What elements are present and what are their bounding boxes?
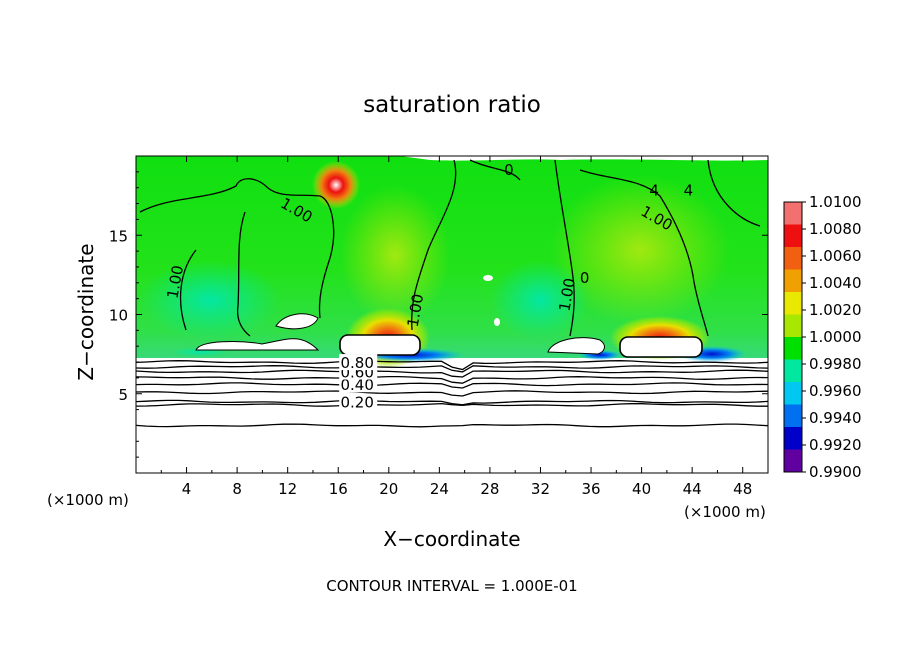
colorbar-swatch xyxy=(784,247,802,270)
ground-contour-label-bg xyxy=(339,354,378,371)
colorbar-label: 1.0040 xyxy=(809,274,862,292)
contour-lines-1.00 xyxy=(139,159,761,337)
plume-left xyxy=(140,260,280,340)
ground-contour-line xyxy=(136,390,768,397)
peak-upper-left xyxy=(312,161,360,209)
colorbar-swatch xyxy=(784,449,802,473)
x-tick-label: 20 xyxy=(379,480,398,498)
y-axis: 5 10 15 xyxy=(109,171,768,458)
plume-cyan-right xyxy=(490,260,590,340)
colorbar-swatch xyxy=(784,404,802,428)
x-tick-label: 40 xyxy=(632,480,651,498)
x-tick-label: 8 xyxy=(232,480,242,498)
subcloud-region xyxy=(136,358,768,473)
colorbar-swatch xyxy=(784,427,802,450)
ground-contour-line xyxy=(136,399,768,406)
colorbar: 1.0100 1.0080 1.0060 1.0040 1.0020 1.0000 0.99… xyxy=(783,193,862,481)
clear-pocket-2 xyxy=(619,336,703,358)
contour-label: 4 xyxy=(684,182,694,200)
ground-contour-line xyxy=(136,382,768,389)
colorbar-label: 1.0020 xyxy=(809,301,862,319)
speck-2 xyxy=(494,318,500,326)
contour-interval-footer: CONTOUR INTERVAL = 1.000E-01 xyxy=(326,577,577,595)
colorbar-label: 1.0000 xyxy=(809,328,862,346)
plume-mid xyxy=(340,185,450,325)
x-axis: 4 8 12 16 20 24 28 32 36 40 44 48 xyxy=(160,156,752,498)
contour-label: 1.00 xyxy=(555,277,579,313)
chart-title: saturation ratio xyxy=(363,92,541,118)
clear-pocket-1 xyxy=(339,334,421,356)
x-unit-left: (×1000 m) xyxy=(47,491,129,509)
ground-contour-line xyxy=(136,365,768,373)
colorbar-label: 1.0060 xyxy=(809,247,862,265)
contour-label: 0 xyxy=(504,161,514,179)
contour-label: 0 xyxy=(580,269,590,287)
y-tick-label: 15 xyxy=(109,227,128,245)
speck-1 xyxy=(483,275,493,281)
contour-label: 1.00 xyxy=(164,264,188,300)
x-unit-right: (×1000 m) xyxy=(684,503,766,521)
y-tick-label: 5 xyxy=(118,386,128,404)
colorbar-label: 0.9940 xyxy=(809,409,862,427)
colorbar-swatch xyxy=(784,224,802,248)
x-tick-label: 44 xyxy=(683,480,702,498)
x-tick-label: 32 xyxy=(531,480,550,498)
ground-contour-label: 0.40 xyxy=(340,376,373,394)
contour-label: 4 xyxy=(649,182,659,200)
plume-right xyxy=(550,175,730,325)
ground-contour-line xyxy=(136,360,768,371)
x-tick-label: 48 xyxy=(733,480,752,498)
colorbar-swatch xyxy=(784,202,802,225)
clear-pocket-5 xyxy=(275,313,319,330)
ground-contour-line xyxy=(136,423,768,428)
ground-contour-label-bg xyxy=(339,376,378,393)
ground-contour-group: 0.200.400.600.80 xyxy=(136,354,768,428)
clear-pocket-4 xyxy=(547,337,605,355)
colorbar-swatch xyxy=(784,269,802,293)
clear-pocket-3 xyxy=(195,338,320,351)
x-tick-label: 4 xyxy=(182,480,192,498)
colorbar-label: 0.9960 xyxy=(809,382,862,400)
contour-label: 1.00 xyxy=(404,292,428,328)
ground-contour-line xyxy=(136,375,768,384)
ground-contour-label: 0.20 xyxy=(340,394,373,412)
plot-area: 0.200.400.600.80 1.001.001.00 1.001.00004… xyxy=(136,156,768,473)
clear-pocket-top xyxy=(400,156,768,161)
ground-contour-line xyxy=(136,402,768,407)
y-tick-label: 10 xyxy=(109,307,128,325)
x-tick-label: 16 xyxy=(329,480,348,498)
colorbar-swatch xyxy=(784,382,802,405)
y-axis-label: Z−coordinate xyxy=(74,243,98,380)
colorbar-label: 1.0080 xyxy=(809,220,862,238)
ground-contour-line xyxy=(136,369,768,378)
x-tick-label: 36 xyxy=(581,480,600,498)
colorbar-swatch xyxy=(784,292,802,315)
colorbar-label: 0.9920 xyxy=(809,436,862,454)
x-tick-label: 12 xyxy=(278,480,297,498)
colorbar-swatch xyxy=(784,314,802,338)
colorbar-label: 0.9900 xyxy=(809,463,862,481)
x-tick-label: 28 xyxy=(480,480,499,498)
colorbar-label: 1.0100 xyxy=(809,193,862,211)
colorbar-swatch xyxy=(784,337,802,360)
ground-contour-label: 0.80 xyxy=(340,354,373,372)
x-axis-label: X−coordinate xyxy=(383,527,520,551)
x-tick-label: 24 xyxy=(430,480,449,498)
colorbar-label: 0.9980 xyxy=(809,355,862,373)
ground-contour-label-bg xyxy=(339,393,378,410)
colorbar-swatch xyxy=(784,359,802,383)
